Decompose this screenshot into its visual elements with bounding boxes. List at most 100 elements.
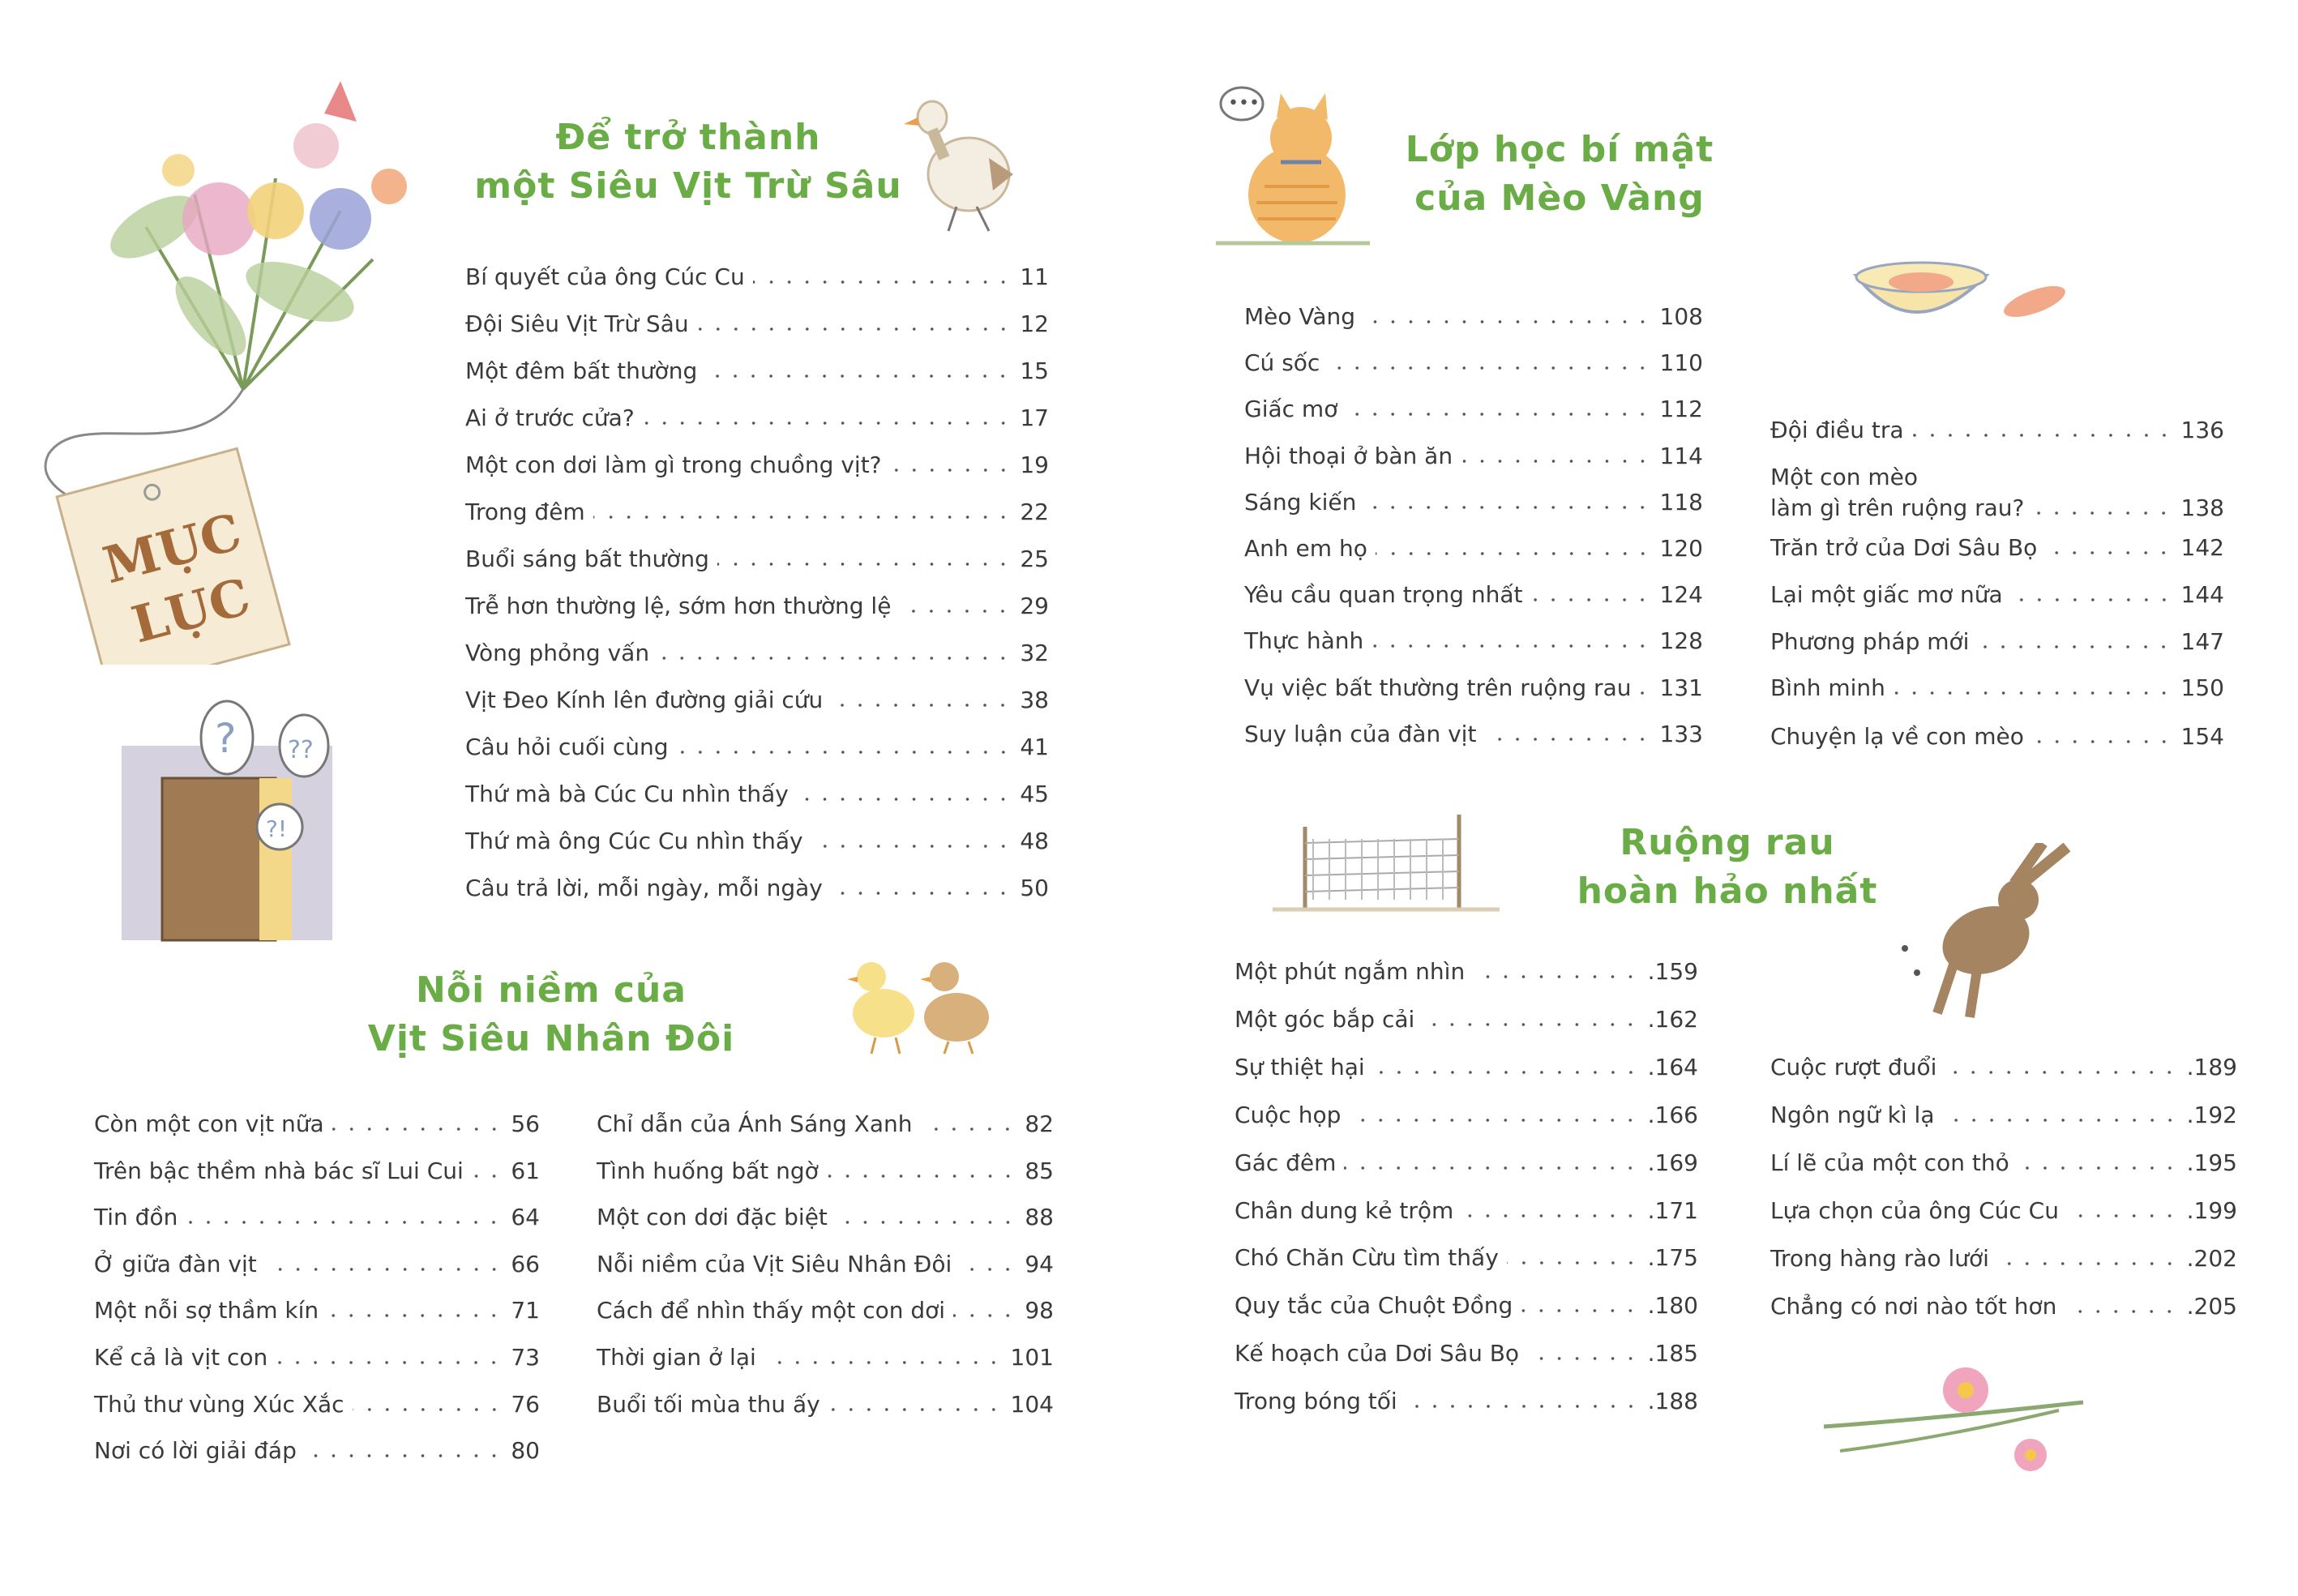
toc-entry[interactable]: Chỉ dẫn của Ánh Sáng Xanh 82 — [597, 1108, 1054, 1140]
dot-leader — [1346, 412, 1652, 417]
toc-entry-label: làm gì trên ruộng rau? — [1770, 494, 2025, 521]
dot-leader — [764, 1360, 1003, 1365]
toc-entry[interactable]: Anh em họ 120 — [1244, 533, 1703, 565]
toc-entry[interactable]: Vòng phỏng vấn 32 — [465, 637, 1049, 670]
toc-entry-label: Cú sốc — [1244, 349, 1320, 377]
toc-entry[interactable]: Lại một giấc mơ nữa 144 — [1770, 579, 2224, 611]
dot-leader — [889, 468, 1012, 473]
food-bowl-illustration — [1852, 261, 2065, 317]
toc-entry-page-number: 118 — [1659, 488, 1703, 516]
toc-entry[interactable]: Kể cả là vịt con 73 — [94, 1341, 540, 1374]
toc-entry[interactable]: Ai ở trước cửa? 17 — [465, 402, 1049, 434]
toc-entry[interactable]: Lựa chọn của ông Cúc Cu .199 — [1770, 1195, 2237, 1227]
toc-entry-page-number: 73 — [511, 1344, 540, 1371]
toc-entry[interactable]: Vụ việc bất thường trên ruộng rau 131 — [1244, 672, 1703, 704]
toc-entry[interactable]: Bí quyết của ông Cúc Cu 11 — [465, 261, 1049, 293]
toc-entry-page-number: 76 — [511, 1390, 540, 1418]
toc-entry-label: Sáng kiến — [1244, 488, 1357, 516]
toc-entry[interactable]: Tin đồn 64 — [94, 1201, 540, 1234]
dot-leader — [186, 1220, 503, 1226]
toc-entry[interactable]: Câu trả lời, mỗi ngày, mỗi ngày 50 — [465, 872, 1049, 905]
toc-entry[interactable]: Câu hỏi cuối cùng 41 — [465, 731, 1049, 764]
toc-entry-page-number: 154 — [2180, 723, 2224, 750]
toc-entry[interactable]: Giấc mơ 112 — [1244, 393, 1703, 426]
toc-entry[interactable]: Chuyện lạ về con mèo 154 — [1770, 721, 2224, 753]
toc-entry[interactable]: Còn một con vịt nữa 56 — [94, 1108, 540, 1140]
toc-entry[interactable]: Thứ mà bà Cúc Cu nhìn thấy 45 — [465, 778, 1049, 811]
toc-entry[interactable]: Một phút ngắm nhìn .159 — [1235, 956, 1698, 988]
toc-entry[interactable]: Đội Siêu Vịt Trừ Sâu 12 — [465, 308, 1049, 340]
door-illustration: ? ?? ?! — [122, 700, 332, 942]
toc-entry[interactable]: Trong bóng tối .188 — [1235, 1385, 1698, 1418]
daisy-illustration — [1823, 1367, 2084, 1471]
toc-entry[interactable]: Cách để nhìn thấy một con dơi 98 — [597, 1294, 1054, 1327]
toc-entry[interactable]: Suy luận của đàn vịt 133 — [1244, 718, 1703, 751]
toc-entry[interactable]: làm gì trên ruộng rau? 138 — [1770, 492, 2224, 524]
toc-entry[interactable]: Buổi tối mùa thu ấy 104 — [597, 1388, 1054, 1421]
toc-entry[interactable]: Một góc bắp cải .162 — [1235, 1003, 1698, 1036]
toc-entry[interactable]: Trăn trở của Dơi Sâu Bọ 142 — [1770, 532, 2224, 564]
toc-entry[interactable]: Lí lẽ của một con thỏ .195 — [1770, 1147, 2237, 1179]
toc-entry[interactable]: Trong đêm 22 — [465, 496, 1049, 528]
toc-entry-label: Một góc bắp cải — [1235, 1005, 1415, 1033]
toc-entry[interactable]: Gác đêm .169 — [1235, 1147, 1698, 1179]
toc-entry-page-number: .164 — [1647, 1053, 1698, 1080]
toc-entry[interactable]: Mèo Vàng 108 — [1244, 301, 1703, 333]
toc-entry[interactable]: Tình huống bất ngờ 85 — [597, 1155, 1054, 1187]
section-1-title: Để trở thành một Siêu Vịt Trừ Sâu — [474, 113, 901, 211]
toc-entry-page-number: 150 — [2180, 674, 2224, 701]
toc-entry[interactable]: Thực hành 128 — [1244, 625, 1703, 657]
toc-entry[interactable]: Nơi có lời giải đáp 80 — [94, 1435, 540, 1467]
toc-entry-page-number: .175 — [1647, 1244, 1698, 1272]
toc-entry[interactable]: Thời gian ở lại 101 — [597, 1341, 1054, 1374]
toc-entry-label: Gác đêm — [1235, 1149, 1337, 1176]
toc-entry[interactable]: Đội điều tra 136 — [1770, 414, 2224, 447]
toc-entry[interactable]: Cú sốc 110 — [1244, 347, 1703, 379]
toc-entry[interactable]: Ở giữa đàn vịt 66 — [94, 1248, 540, 1281]
toc-entry[interactable]: Một nỗi sợ thầm kín 71 — [94, 1294, 540, 1327]
toc-entry-label: Sự thiệt hại — [1235, 1053, 1365, 1080]
toc-entry[interactable]: Chân dung kẻ trộm .171 — [1235, 1195, 1698, 1227]
toc-entry[interactable]: Một con dơi làm gì trong chuồng vịt? 19 — [465, 449, 1049, 481]
toc-entry-page-number: 124 — [1659, 581, 1703, 609]
dot-leader — [2032, 511, 2173, 516]
toc-entry[interactable]: Kế hoạch của Dơi Sâu Bọ .185 — [1235, 1337, 1698, 1370]
toc-entry-label: Mèo Vàng — [1244, 303, 1356, 330]
toc-entry[interactable]: Trên bậc thềm nhà bác sĩ Lui Cui 61 — [94, 1155, 540, 1187]
toc-entry[interactable]: Buổi sáng bất thường 25 — [465, 543, 1049, 576]
toc-entry-page-number: 85 — [1025, 1157, 1054, 1184]
toc-entry-label: Chẳng có nơi nào tốt hơn — [1770, 1292, 2057, 1320]
toc-entry[interactable]: Cuộc rượt đuổi .189 — [1770, 1051, 2237, 1084]
toc-entry[interactable]: Một đêm bất thường 15 — [465, 355, 1049, 387]
toc-entry[interactable]: Quy tắc của Chuột Đồng .180 — [1235, 1290, 1698, 1322]
toc-entry[interactable]: Nỗi niềm của Vịt Siêu Nhân Đôi 94 — [597, 1248, 1054, 1281]
toc-entry[interactable]: Thủ thư vùng Xúc Xắc 76 — [94, 1388, 540, 1421]
toc-entry[interactable]: Chó Chăn Cừu tìm thấy .175 — [1235, 1242, 1698, 1274]
toc-entry-label: Một con dơi làm gì trong chuồng vịt? — [465, 451, 882, 478]
toc-entry-label: Chó Chăn Cừu tìm thấy — [1235, 1244, 1499, 1272]
interrobang-icon: ?! — [266, 815, 287, 842]
toc-entry[interactable]: Trễ hơn thường lệ, sớm hơn thường lệ 29 — [465, 590, 1049, 623]
toc-entry[interactable]: Yêu cầu quan trọng nhất 124 — [1244, 579, 1703, 611]
toc-entry[interactable]: Sáng kiến 118 — [1244, 486, 1703, 519]
dot-leader — [1530, 597, 1652, 603]
dot-leader — [642, 421, 1012, 426]
section-title-line: của Mèo Vàng — [1414, 178, 1705, 219]
toc-entry[interactable]: Thứ mà ông Cúc Cu nhìn thấy 48 — [465, 825, 1049, 858]
dot-leader — [960, 1266, 1017, 1272]
toc-entry-page-number: 50 — [1020, 875, 1049, 901]
toc-entry[interactable]: Hội thoại ở bàn ăn 114 — [1244, 440, 1703, 473]
toc-entry-page-number: .195 — [2186, 1149, 2237, 1176]
toc-entry[interactable]: Vịt Đeo Kính lên đường giải cứu 38 — [465, 684, 1049, 717]
toc-entry-label: Kể cả là vịt con — [94, 1344, 268, 1371]
toc-entry[interactable]: Một con dơi đặc biệt 88 — [597, 1201, 1054, 1234]
toc-entry[interactable]: Ngôn ngữ kì lạ .192 — [1770, 1099, 2237, 1132]
toc-entry-label: Bình minh — [1770, 674, 1885, 701]
toc-entry[interactable]: Phương pháp mới 147 — [1770, 626, 2224, 658]
toc-entry[interactable]: Bình minh 150 — [1770, 672, 2224, 704]
toc-entry[interactable]: Cuộc họp .166 — [1235, 1099, 1698, 1132]
toc-entry[interactable]: Chẳng có nơi nào tốt hơn .205 — [1770, 1290, 2237, 1323]
toc-entry[interactable]: Sự thiệt hại .164 — [1235, 1051, 1698, 1084]
dot-leader — [2065, 1308, 2179, 1314]
toc-entry[interactable]: Trong hàng rào lưới .202 — [1770, 1243, 2237, 1275]
